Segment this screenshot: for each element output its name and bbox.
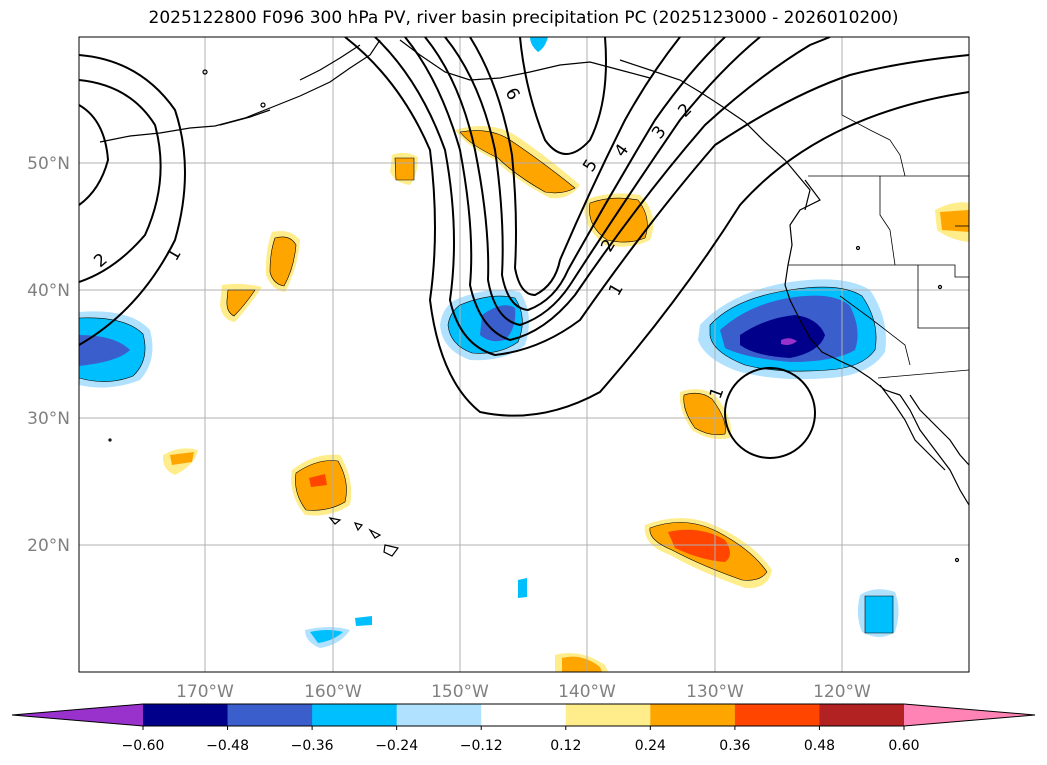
colorbar-label: 0.36 <box>719 738 750 754</box>
precip-negative-hawaii-south-core <box>310 630 343 643</box>
lat-label: 20°N <box>27 536 70 556</box>
colorbar-swatch <box>143 704 229 726</box>
precip-positive-west2-core <box>226 290 255 316</box>
colorbar-extend-high <box>904 704 1035 726</box>
pv-contour-6 <box>469 37 681 297</box>
precip-negative-central-center <box>480 305 516 342</box>
colorbar-label: −0.36 <box>291 738 334 754</box>
precip-negative-hawaii-south2 <box>355 616 372 626</box>
pv-contours <box>79 37 969 459</box>
colorbar-label: 0.60 <box>888 738 919 754</box>
colorbar-swatch <box>312 704 398 726</box>
colorbar-swatch <box>481 704 567 726</box>
colorbar-swatch <box>396 704 482 726</box>
pv-contour-west-inner <box>79 104 110 206</box>
pv-contour-5 <box>444 37 726 312</box>
precip-positive-bottom-core <box>562 656 602 672</box>
precip-positive-small1-core <box>395 158 414 180</box>
precip-positive-south-small-core <box>170 452 194 465</box>
colorbar-label: 0.12 <box>550 738 581 754</box>
longitude-labels: 170°W 160°W 150°W 140°W 130°W 120°W <box>176 682 871 702</box>
precip-negative-top <box>530 37 548 52</box>
colorbar-label: −0.48 <box>206 738 249 754</box>
colorbar-extend-low <box>12 704 143 726</box>
precip-shading <box>79 37 969 672</box>
political-borders <box>788 80 969 379</box>
pv-contour-ridge <box>519 37 607 155</box>
pv-contour-closed-low <box>724 367 816 459</box>
precip-positive-bc-core <box>589 198 648 243</box>
precip-outlines <box>79 130 894 634</box>
precip-negative-west-edge-center <box>79 335 130 366</box>
pv-contour-west-1 <box>79 54 186 346</box>
colorbar-swatch <box>565 704 651 726</box>
lon-label: 120°W <box>813 682 871 702</box>
colorbar-label: 0.24 <box>635 738 666 754</box>
colorbar-label: 0.48 <box>804 738 835 754</box>
precip-negative-baja-core <box>865 596 893 633</box>
lon-label: 140°W <box>558 682 616 702</box>
lon-label: 160°W <box>304 682 362 702</box>
lon-label: 170°W <box>176 682 234 702</box>
latitude-labels: 50°N 40°N 30°N 20°N <box>27 154 70 556</box>
pv-contour-west-2 <box>79 79 162 283</box>
pv-contour-1 <box>344 37 969 417</box>
precip-positive-hawaii-peak <box>309 474 327 487</box>
precip-positive-gulf-core <box>460 130 575 193</box>
precip-positive-east-edge-core <box>940 210 969 232</box>
precip-negative-california-peak <box>781 338 797 345</box>
colorbar-swatch <box>819 704 905 726</box>
lon-label: 150°W <box>431 682 489 702</box>
lat-label: 40°N <box>27 281 70 301</box>
colorbar-label: −0.12 <box>460 738 503 754</box>
map-title: 2025122800 F096 300 hPa PV, river basin … <box>148 8 899 28</box>
pv-contour-2 <box>374 37 969 357</box>
pv-contour-4 <box>424 37 761 327</box>
coastlines <box>99 39 969 563</box>
lat-label: 50°N <box>27 154 70 174</box>
precip-negative-south1 <box>518 578 527 598</box>
colorbar-swatch <box>734 704 820 726</box>
lon-label: 130°W <box>686 682 744 702</box>
colorbar: −0.60 −0.48 −0.36 −0.24 −0.12 0.12 0.24 0.36 0.4… <box>11 703 1036 754</box>
colorbar-swatch <box>227 704 313 726</box>
map-frame <box>78 36 970 673</box>
colorbar-label: −0.60 <box>122 738 165 754</box>
lat-label: 30°N <box>27 409 70 429</box>
pv-contour-3 <box>404 37 831 342</box>
colorbar-swatch <box>650 704 736 726</box>
colorbar-label: −0.24 <box>375 738 418 754</box>
